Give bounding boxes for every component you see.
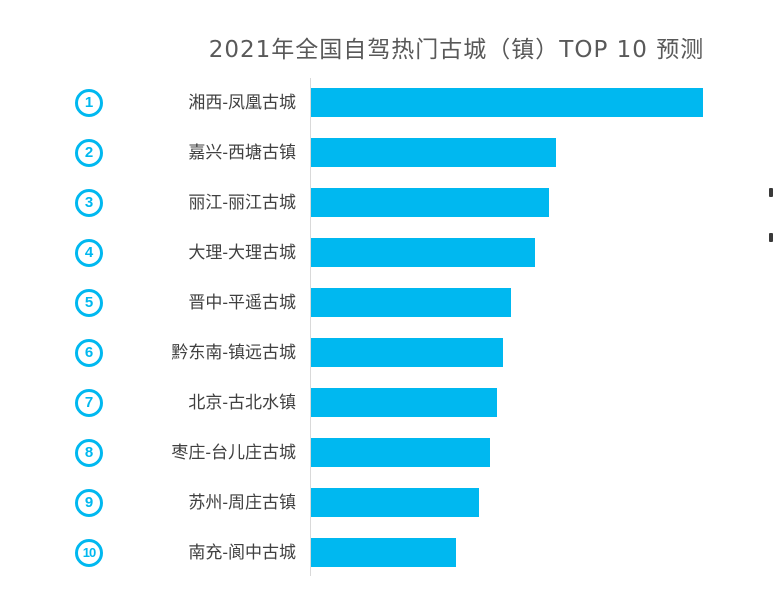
value-bar	[311, 238, 535, 267]
chart-row: 2 嘉兴-西塘古镇	[0, 128, 773, 178]
chart-row: 1 湘西-凤凰古城	[0, 78, 773, 128]
rank-badge: 2	[75, 139, 103, 167]
category-label: 南充-阆中古城	[188, 543, 296, 562]
rank-badge: 3	[75, 189, 103, 217]
rank-badge: 8	[75, 439, 103, 467]
rank-badge: 9	[75, 489, 103, 517]
category-label: 丽江-丽江古城	[188, 193, 296, 212]
category-label: 湘西-凤凰古城	[188, 93, 296, 112]
bar-rows: 1 湘西-凤凰古城 2 嘉兴-西塘古镇 3 丽江-丽江古城 4 大理-大理古城 …	[0, 78, 773, 578]
rank-badge: 4	[75, 239, 103, 267]
value-bar	[311, 488, 479, 517]
chart-title: 2021年全国自驾热门古城（镇）TOP 10 预测	[208, 37, 705, 63]
category-label: 枣庄-台儿庄古城	[171, 443, 296, 462]
value-bar	[311, 88, 703, 117]
rank-badge: 6	[75, 339, 103, 367]
chart-row: 7 北京-古北水镇	[0, 378, 773, 428]
chart-row: 9 苏州-周庄古镇	[0, 478, 773, 528]
value-bar	[311, 388, 497, 417]
screen-edge-artifact	[769, 188, 773, 197]
category-label: 嘉兴-西塘古镇	[188, 143, 296, 162]
chart-row: 10 南充-阆中古城	[0, 528, 773, 578]
category-label: 北京-古北水镇	[188, 393, 296, 412]
chart-row: 3 丽江-丽江古城	[0, 178, 773, 228]
chart-row: 8 枣庄-台儿庄古城	[0, 428, 773, 478]
chart-row: 4 大理-大理古城	[0, 228, 773, 278]
chart-row: 5 晋中-平遥古城	[0, 278, 773, 328]
category-label: 黔东南-镇远古城	[171, 343, 296, 362]
rank-badge: 1	[75, 89, 103, 117]
value-bar	[311, 438, 490, 467]
value-bar	[311, 338, 503, 367]
screen-edge-artifact	[769, 233, 773, 242]
rank-badge: 10	[75, 539, 103, 567]
axis-baseline	[310, 78, 311, 576]
rank-badge: 7	[75, 389, 103, 417]
category-label: 苏州-周庄古镇	[188, 493, 296, 512]
value-bar	[311, 138, 556, 167]
value-bar	[311, 288, 511, 317]
value-bar	[311, 538, 456, 567]
rank-badge: 5	[75, 289, 103, 317]
category-label: 晋中-平遥古城	[188, 293, 296, 312]
value-bar	[311, 188, 549, 217]
chart-row: 6 黔东南-镇远古城	[0, 328, 773, 378]
category-label: 大理-大理古城	[188, 243, 296, 262]
